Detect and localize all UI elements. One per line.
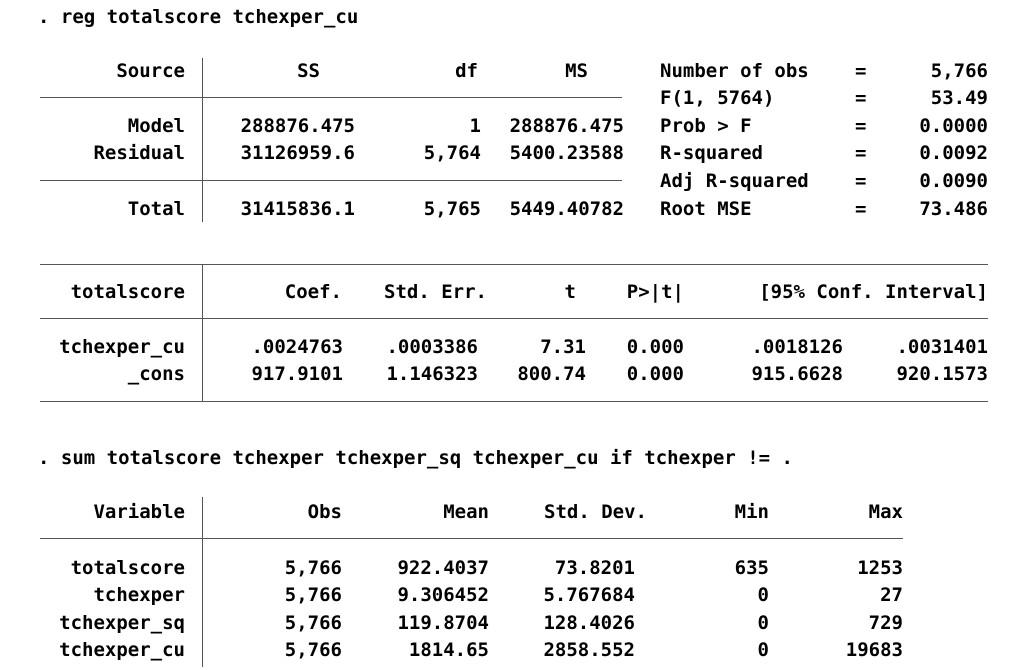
coef-row-var: _cons	[127, 363, 185, 385]
summary-header-mean: Mean	[443, 501, 489, 523]
coef-header-ci: [95% Conf. Interval]	[759, 281, 988, 303]
stat-equals: =	[855, 170, 867, 192]
anova-row-df: 5,765	[423, 198, 481, 220]
command-sum: . sum totalscore tchexper tchexper_sq tc…	[38, 447, 793, 469]
summary-row-mean: 119.8704	[397, 612, 489, 634]
summary-row-var: tchexper_sq	[59, 612, 185, 634]
stat-equals: =	[855, 115, 867, 137]
anova-row-ss: 288876.475	[240, 115, 355, 137]
summary-header-sd: Std. Dev.	[544, 501, 647, 523]
coef-row-p: 0.000	[626, 363, 684, 385]
coef-header-t: t	[564, 281, 576, 303]
stat-label: Number of obs	[660, 60, 809, 82]
anova-header-ss: SS	[297, 60, 320, 82]
summary-row-var: tchexper	[93, 584, 185, 606]
summary-row-min: 0	[757, 584, 769, 606]
coef-header-p: P>|t|	[626, 281, 684, 303]
summary-row-obs: 5,766	[284, 557, 342, 579]
coef-column-divider	[202, 264, 203, 401]
anova-header-rule	[40, 97, 622, 98]
stat-equals: =	[855, 87, 867, 109]
anova-row-source: Total	[127, 198, 185, 220]
summary-header-min: Min	[734, 501, 769, 523]
summary-row-obs: 5,766	[284, 612, 342, 634]
coef-row-ci-low: 915.6628	[751, 363, 843, 385]
summary-row-max: 1253	[857, 557, 903, 579]
stat-label: Prob > F	[660, 115, 752, 137]
summary-row-sd: 73.8201	[554, 557, 635, 579]
summary-column-divider	[202, 497, 203, 667]
coef-row-se: .0003386	[386, 336, 478, 358]
anova-row-source: Residual	[93, 142, 185, 164]
coef-row-coef: 917.9101	[251, 363, 343, 385]
stat-value: 53.49	[930, 87, 988, 109]
summary-row-max: 19683	[845, 639, 903, 661]
stat-label: Adj R-squared	[660, 170, 809, 192]
anova-header-source: Source	[116, 60, 185, 82]
summary-row-max: 27	[880, 584, 903, 606]
summary-row-obs: 5,766	[284, 639, 342, 661]
stat-value: 0.0092	[919, 142, 988, 164]
anova-header-df: df	[455, 60, 478, 82]
summary-row-sd: 2858.552	[543, 639, 635, 661]
coef-row-ci-high: .0031401	[896, 336, 988, 358]
stat-equals: =	[855, 198, 867, 220]
anova-row-df: 1	[469, 115, 481, 137]
summary-header-variable: Variable	[93, 501, 185, 523]
summary-row-min: 0	[757, 639, 769, 661]
summary-row-mean: 1814.65	[408, 639, 489, 661]
stat-value: 0.0090	[919, 170, 988, 192]
coef-row-ci-low: .0018126	[751, 336, 843, 358]
anova-row-ss: 31126959.6	[240, 142, 355, 164]
coef-row-ci-high: 920.1573	[896, 363, 988, 385]
summary-row-sd: 5.767684	[543, 584, 635, 606]
summary-header-max: Max	[868, 501, 903, 523]
anova-header-ms: MS	[565, 60, 588, 82]
coef-header-depvar: totalscore	[70, 281, 185, 303]
coef-top-rule	[40, 264, 988, 265]
stat-label: Root MSE	[660, 198, 752, 220]
stat-equals: =	[855, 142, 867, 164]
coef-header-rule	[40, 318, 988, 319]
summary-header-rule	[40, 538, 903, 539]
coef-row-var: tchexper_cu	[59, 336, 185, 358]
summary-header-obs: Obs	[307, 501, 342, 523]
coef-row-t: 800.74	[517, 363, 586, 385]
anova-row-source: Model	[127, 115, 185, 137]
anova-row-ms: 5400.23588	[509, 142, 624, 164]
anova-row-ms: 288876.475	[509, 115, 624, 137]
coef-header-se: Std. Err.	[384, 281, 487, 303]
summary-row-sd: 128.4026	[543, 612, 635, 634]
coef-row-t: 7.31	[540, 336, 586, 358]
anova-total-rule	[40, 180, 622, 181]
command-reg: . reg totalscore tchexper_cu	[38, 6, 359, 28]
summary-row-var: tchexper_cu	[59, 639, 185, 661]
stat-label: R-squared	[660, 142, 763, 164]
anova-row-ms: 5449.40782	[509, 198, 624, 220]
coef-row-p: 0.000	[626, 336, 684, 358]
summary-row-max: 729	[868, 612, 903, 634]
summary-row-min: 635	[734, 557, 769, 579]
stat-value: 5,766	[930, 60, 988, 82]
coef-header-coef: Coef.	[284, 281, 342, 303]
anova-column-divider	[202, 58, 203, 222]
stat-value: 73.486	[919, 198, 988, 220]
coef-row-se: 1.146323	[386, 363, 478, 385]
summary-row-mean: 9.306452	[397, 584, 489, 606]
summary-row-min: 0	[757, 612, 769, 634]
coef-bottom-rule	[40, 401, 988, 402]
stat-label: F(1, 5764)	[660, 87, 775, 109]
stat-value: 0.0000	[919, 115, 988, 137]
summary-row-mean: 922.4037	[397, 557, 489, 579]
summary-row-obs: 5,766	[284, 584, 342, 606]
anova-row-df: 5,764	[423, 142, 481, 164]
coef-row-coef: .0024763	[251, 336, 343, 358]
anova-row-ss: 31415836.1	[240, 198, 355, 220]
stat-equals: =	[855, 60, 867, 82]
summary-row-var: totalscore	[70, 557, 185, 579]
